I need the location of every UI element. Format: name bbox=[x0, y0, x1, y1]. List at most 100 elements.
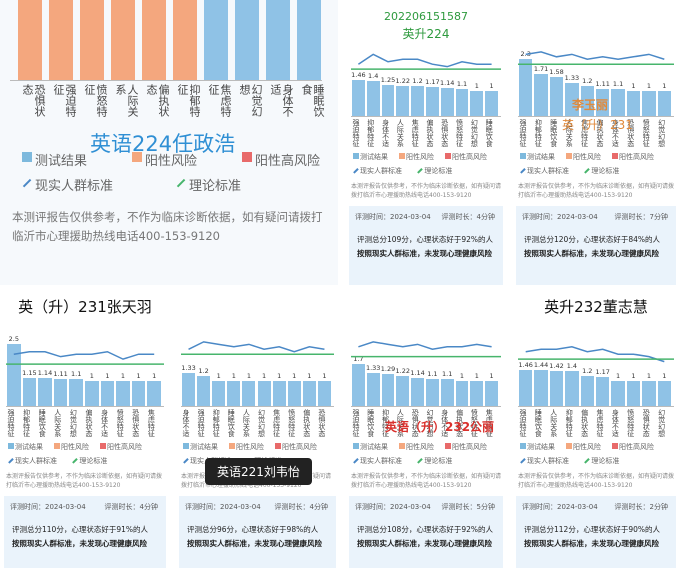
bar bbox=[352, 364, 365, 406]
bar bbox=[485, 381, 498, 406]
category-label: 人际关系 bbox=[53, 409, 62, 437]
category-label: 恐惧状态 bbox=[642, 409, 651, 437]
legend-label: 理论标准 bbox=[189, 179, 242, 194]
value-label: 1 bbox=[474, 372, 479, 381]
bar bbox=[287, 381, 301, 406]
category-label: 恐惧状态 bbox=[317, 409, 326, 437]
bar bbox=[455, 381, 469, 406]
category-label: 偏执状态 bbox=[580, 409, 589, 437]
value-label: 2.3 bbox=[520, 50, 531, 59]
value-label: 1.7 bbox=[353, 355, 364, 364]
category-label: 人际关系 bbox=[396, 119, 405, 147]
value-label: 1.14 bbox=[410, 368, 425, 377]
legend-label: 阳性风险 bbox=[145, 154, 198, 169]
legend-label: 测试结果 bbox=[190, 443, 218, 451]
category-label: 偏执状态 bbox=[145, 84, 170, 117]
category-label: 强迫特征 bbox=[519, 119, 527, 147]
category-label: 愤怒特征 bbox=[455, 119, 464, 147]
category-label: 焦虑特征 bbox=[147, 409, 156, 437]
value-label: 1.33 bbox=[181, 364, 196, 373]
bar bbox=[596, 88, 610, 116]
value-label: 1 bbox=[459, 372, 465, 381]
bar bbox=[626, 91, 641, 116]
category-label: 焦虑特征 bbox=[580, 119, 589, 147]
value-label: 1.29 bbox=[380, 365, 396, 374]
disclaimer: 本测评报告仅供参考，不作为临床诊断依据，如有疑问请拨打临沂市心理援助热线电话40… bbox=[6, 473, 163, 489]
legend-label: 测试结果 bbox=[527, 153, 555, 161]
legend-swatch bbox=[54, 443, 60, 449]
bar bbox=[297, 0, 321, 80]
legend-line bbox=[72, 457, 78, 464]
bar bbox=[580, 376, 594, 406]
result-box: 评测时间：2024-03-04 评测时长：5分钟 评测总分108分，心理状态好于92… bbox=[349, 496, 503, 568]
legend-label: 阳性风险 bbox=[61, 443, 89, 451]
legend-label: 阳性风险 bbox=[406, 153, 434, 161]
value-label: 1 bbox=[631, 372, 636, 381]
overlay-name: 李玉丽 bbox=[572, 98, 609, 112]
bar bbox=[611, 88, 625, 116]
value-label: 1.33 bbox=[564, 74, 580, 83]
legend-label: 理论标准 bbox=[79, 457, 108, 465]
value-label: 1 bbox=[261, 372, 267, 381]
category-label: 焦虑特征 bbox=[485, 409, 494, 437]
bar bbox=[49, 0, 73, 80]
value-label: 1.17 bbox=[425, 78, 440, 87]
category-label: 人际关系 bbox=[396, 409, 405, 437]
bar bbox=[212, 381, 226, 406]
test-time: 评测时间：2024-03-04 bbox=[185, 503, 261, 511]
category-label: 抑郁特征 bbox=[534, 119, 543, 147]
category-label: 幻觉幻想 bbox=[257, 409, 266, 437]
real-norm-line bbox=[13, 350, 155, 360]
bar bbox=[131, 381, 146, 406]
legend-line bbox=[8, 457, 14, 464]
legend-swatch bbox=[22, 151, 33, 163]
category-label: 偏执状态 bbox=[455, 409, 464, 437]
test-duration: 评测时长：4分钟 bbox=[104, 503, 158, 511]
category-label: 愤怒特征 bbox=[83, 84, 108, 117]
category-label: 愤怒特征 bbox=[470, 409, 479, 437]
category-label: 偏执状态 bbox=[596, 119, 604, 147]
bar bbox=[366, 81, 380, 116]
test-duration: 评测时长：2分钟 bbox=[614, 503, 668, 511]
value-label: 1 bbox=[616, 372, 621, 381]
legend-swatch bbox=[520, 443, 526, 449]
bar bbox=[565, 83, 579, 116]
value-label: 1.42 bbox=[549, 361, 564, 370]
value-label: 1.4 bbox=[368, 72, 379, 81]
bar bbox=[580, 86, 594, 116]
legend-swatch bbox=[229, 443, 235, 449]
bar bbox=[440, 87, 454, 116]
bar bbox=[396, 85, 410, 116]
value-label: 1.4 bbox=[566, 362, 578, 371]
result-box: 评测时间：2024-03-04 评测时长：2分钟 评测总分112分，心理状态好于90… bbox=[516, 496, 676, 568]
report-card: 英（升）231张天羽 2.5 强迫特征 1.15 抑郁特征 1.14 睡眠饮食 1.11 人际关… bbox=[0, 290, 170, 568]
axis-line bbox=[181, 406, 334, 407]
bar bbox=[266, 0, 290, 80]
category-label: 睡眠饮食 bbox=[485, 119, 494, 147]
legend-label: 理论标准 bbox=[591, 167, 620, 175]
legend-label: 测试结果 bbox=[360, 153, 388, 161]
legend-label: 阳性高风险 bbox=[282, 443, 317, 451]
bar bbox=[519, 59, 533, 116]
value-label: 1.2 bbox=[582, 367, 593, 376]
value-label: 1 bbox=[474, 82, 479, 91]
legend-label: 测试结果 bbox=[360, 443, 388, 451]
value-label: 1.1 bbox=[427, 369, 438, 378]
category-label: 抑郁特征 bbox=[176, 84, 201, 117]
result-verdict: 按照现实人群标准，未发现心理健康风险 bbox=[12, 539, 147, 548]
disclaimer: 本测评报告仅供参考，不作为临床诊断依据，如有疑问请拨打临沂市心理援助热线电话40… bbox=[351, 473, 502, 489]
category-label: 偏执状态 bbox=[302, 409, 311, 437]
value-label: 1 bbox=[89, 372, 94, 381]
value-label: 1.44 bbox=[533, 361, 549, 370]
bar bbox=[381, 374, 395, 406]
legend-label: 理论标准 bbox=[591, 457, 620, 465]
legend-swatch bbox=[612, 153, 618, 159]
category-label: 身体不适 bbox=[269, 84, 294, 117]
legend-label: 测试结果 bbox=[15, 443, 43, 451]
legend-label: 阳性高风险 bbox=[107, 443, 142, 451]
value-label: 1.17 bbox=[595, 368, 610, 377]
value-label: 1 bbox=[322, 372, 327, 381]
result-verdict: 按照现实人群标准，未发现心理健康风险 bbox=[187, 539, 322, 548]
category-label: 愤怒特征 bbox=[626, 409, 635, 437]
card-subtitle: 英升224 bbox=[402, 27, 450, 41]
